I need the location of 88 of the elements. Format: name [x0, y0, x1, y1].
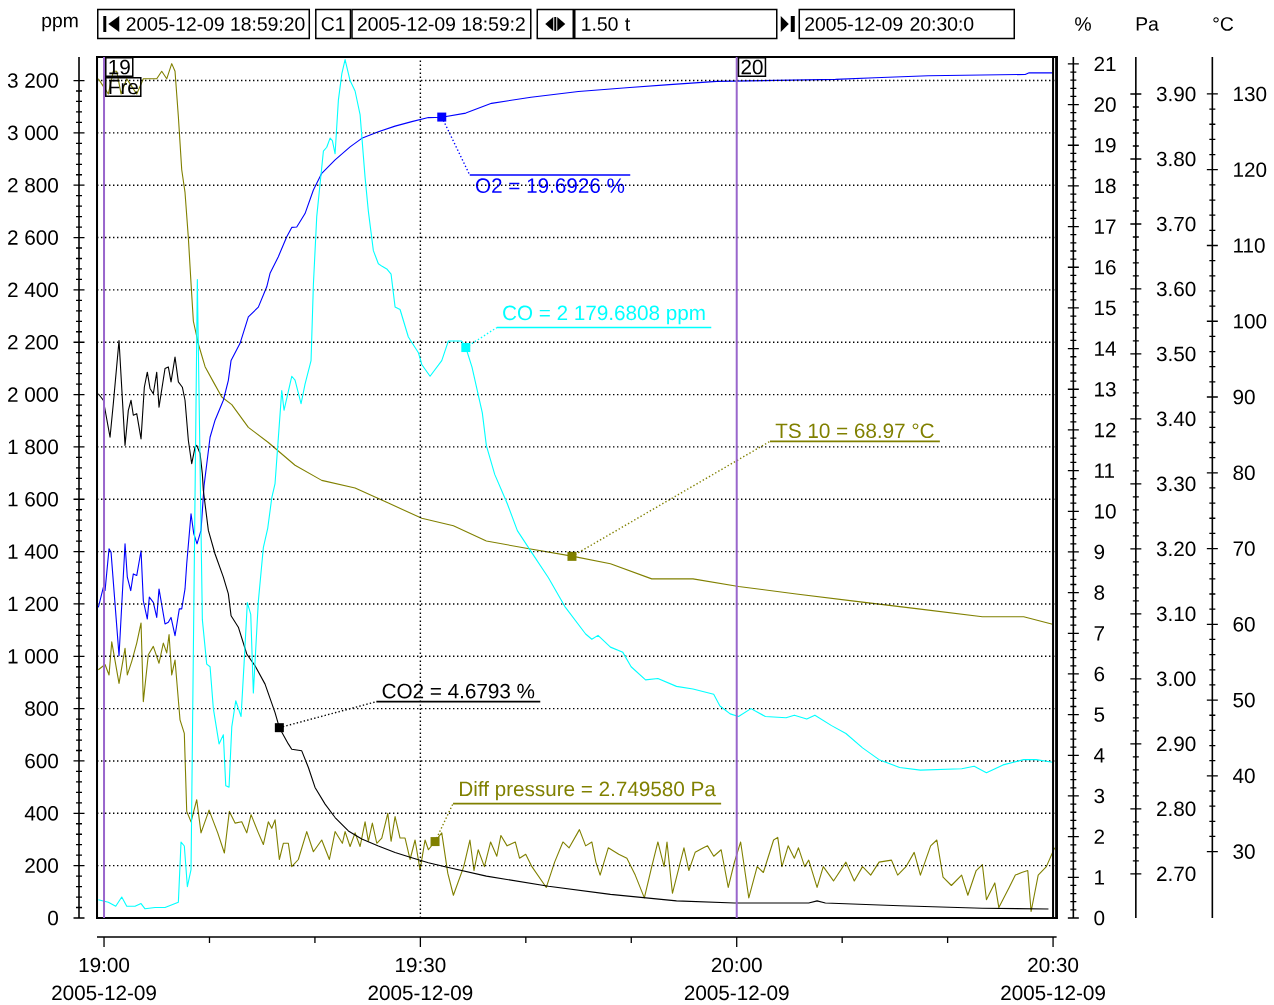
text: 2005-12-09: [52, 985, 156, 1001]
y-tick-label: 9: [1094, 544, 1105, 560]
y-tick-label: 2.90: [1157, 736, 1196, 752]
y-tick-label: 3.00: [1156, 671, 1196, 687]
y-tick-label: 2.80: [1157, 801, 1196, 817]
y-tick-label: 21: [1094, 56, 1116, 72]
y-tick-label: 3.80: [1156, 151, 1196, 167]
y-tick-label: 8: [1094, 585, 1105, 600]
y-tick-label: 110: [1234, 238, 1265, 253]
ref-line-label: 19: [109, 59, 130, 75]
y-tick-label: 2 000: [8, 387, 58, 402]
ref-line-label: 20: [741, 59, 763, 75]
y-tick-label: 70: [1233, 541, 1255, 556]
text: C1: [321, 17, 345, 31]
text: 2005-12-09 20:30:0: [805, 17, 974, 31]
y-tick-label: 10: [1095, 503, 1116, 519]
annotation: O2 = 19.6926 %: [476, 178, 625, 193]
y-tick-label: 2: [1094, 829, 1104, 844]
y-tick-label: 16: [1095, 259, 1116, 275]
y-tick-label: 17: [1095, 219, 1116, 234]
y-tick-label: 3.60: [1156, 281, 1196, 297]
y-tick-label: 30: [1233, 844, 1255, 859]
y-tick-label: 3 000: [7, 125, 58, 141]
y-tick-label: 60: [1233, 617, 1255, 632]
y-tick-label: 800: [25, 701, 58, 716]
x-tick-label: 19:30: [396, 957, 446, 973]
x-tick-label: 20:00: [711, 957, 762, 973]
annotation: CO2 = 4.6793 %: [382, 683, 535, 699]
y-tick-label: 1 200: [8, 596, 58, 612]
y-tick-label: 15: [1095, 300, 1116, 316]
annotation: TS 10 = 68.97 °C: [775, 423, 934, 439]
y-tick-label: 4: [1094, 748, 1105, 763]
y-tick-label: 5: [1094, 707, 1105, 722]
y-axis-title: ppm: [42, 16, 78, 32]
y-tick-label: 400: [24, 805, 58, 821]
y-tick-label: 80: [1233, 465, 1255, 481]
y-tick-label: 11: [1095, 463, 1114, 478]
annotation: Diff pressure = 2.749580 Pa: [460, 781, 716, 801]
y-tick-label: 90: [1233, 389, 1255, 405]
y-tick-label: 1: [1095, 870, 1105, 885]
y-tick-label: 2 200: [8, 334, 58, 350]
y-tick-label: 1 600: [8, 491, 58, 507]
y-tick-label: 19: [1095, 137, 1116, 153]
y-tick-label: 3.50: [1156, 346, 1196, 362]
y-tick-label: 14: [1095, 341, 1116, 356]
annotation: CO = 2 179.6808 ppm: [503, 305, 705, 325]
y-tick-label: 12: [1095, 422, 1116, 438]
text: 2005-12-09: [684, 985, 789, 1001]
y-tick-label: 3.30: [1156, 476, 1196, 492]
text: 2005-12-09 18:59:2: [357, 17, 525, 31]
y-tick-label: 0: [1094, 910, 1105, 926]
y-tick-label: 2.70: [1157, 866, 1196, 882]
y-tick-label: 3 200: [7, 73, 58, 88]
y-tick-label: 1 000: [8, 648, 58, 664]
line-series: [97, 622, 1056, 913]
y-tick-label: 130: [1234, 86, 1267, 102]
text: 2005-12-09: [368, 985, 473, 1001]
y-tick-label: 1 800: [8, 439, 58, 455]
y-tick-label: 120: [1234, 162, 1267, 178]
y-tick-label: 600: [25, 753, 58, 769]
y-tick-label: 6: [1094, 666, 1105, 682]
text: 1.50 t: [582, 17, 631, 31]
y-tick-label: 100: [1234, 313, 1267, 329]
y-tick-label: 7: [1094, 626, 1104, 641]
y-tick-label: 20: [1094, 97, 1116, 112]
y-tick-label: 2 400: [8, 282, 58, 298]
y-tick-label: 3.90: [1156, 86, 1196, 102]
y-tick-label: 40: [1233, 768, 1255, 784]
y-tick-label: 2 600: [8, 230, 58, 245]
y-tick-label: 200: [25, 858, 58, 873]
y-tick-label: 3.40: [1156, 411, 1196, 427]
y-tick-label: 3.10: [1156, 606, 1196, 622]
y-tick-label: 3.70: [1156, 216, 1196, 232]
x-tick-label: 20:30: [1028, 957, 1079, 973]
text: 2005-12-09: [1001, 985, 1105, 1001]
y-axis-title: °C: [1213, 17, 1234, 31]
y-axis-title: Pa: [1136, 17, 1159, 31]
y-axis-title: %: [1075, 17, 1091, 31]
y-tick-label: 3.20: [1156, 541, 1196, 557]
y-tick-label: 0: [48, 910, 58, 926]
text: 2005-12-09 18:59:20: [126, 17, 305, 31]
y-tick-label: 1 400: [8, 544, 58, 559]
y-tick-label: 3: [1094, 788, 1105, 804]
x-tick-label: 19:00: [79, 957, 130, 973]
y-tick-label: 50: [1233, 692, 1255, 708]
y-tick-label: 2 800: [8, 177, 58, 193]
y-tick-label: 13: [1095, 381, 1116, 397]
y-tick-label: 18: [1095, 178, 1116, 194]
